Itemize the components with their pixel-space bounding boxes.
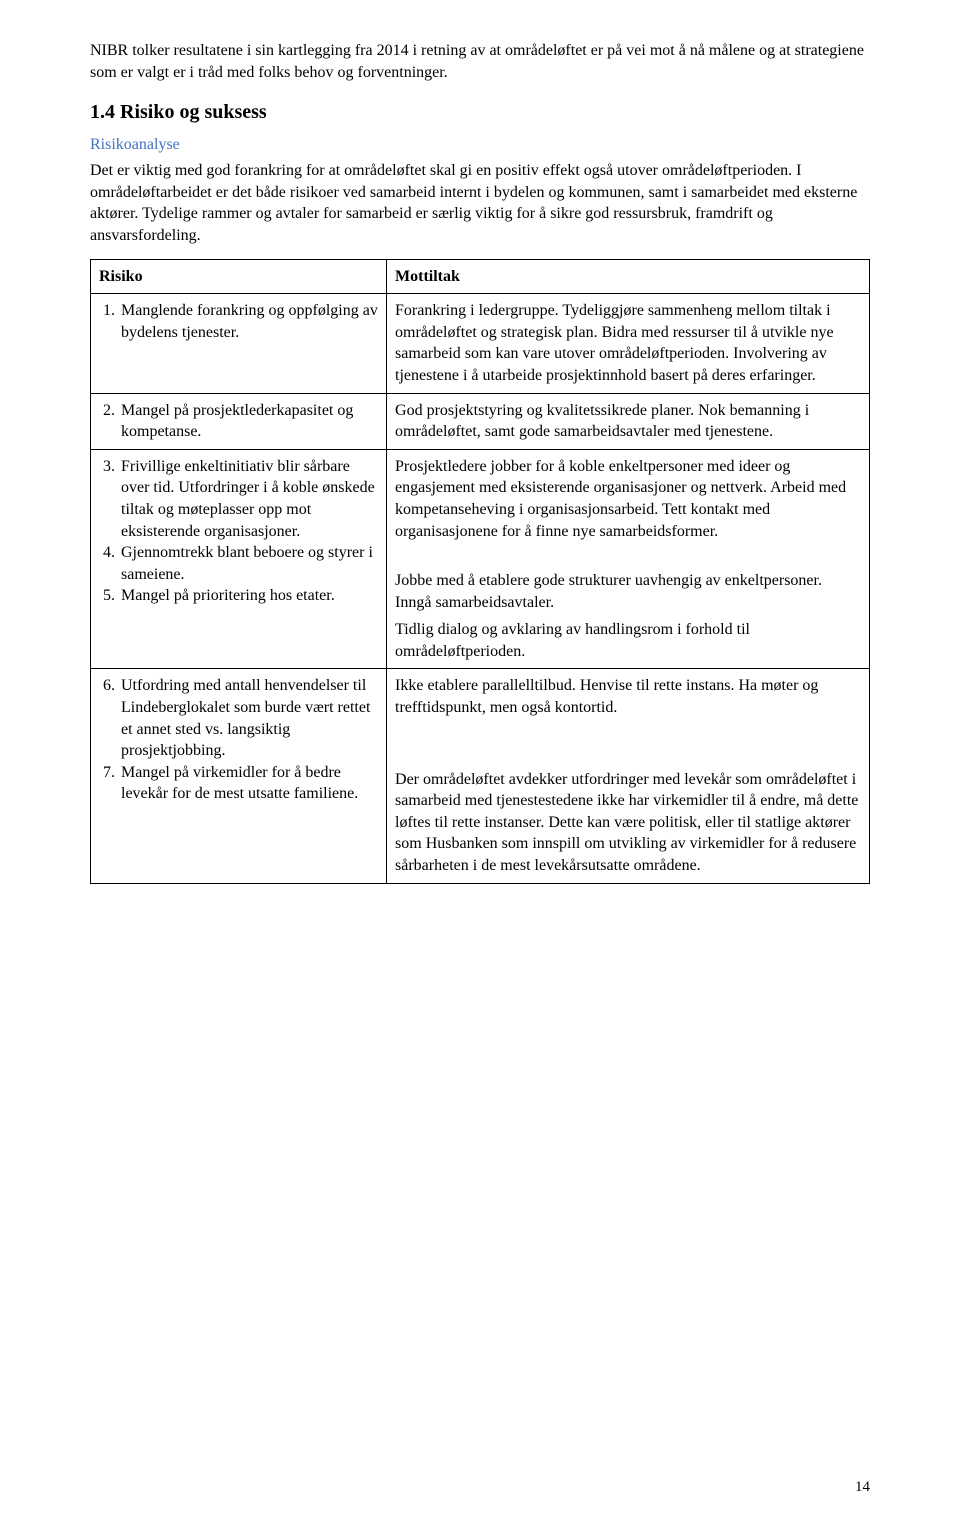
intro-paragraph: NIBR tolker resultatene i sin kartleggin… xyxy=(90,40,870,83)
measure-cell: Forankring i ledergruppe. Tydeliggjøre s… xyxy=(387,294,870,393)
measure-item: Ikke etablere parallelltilbud. Henvise t… xyxy=(395,675,861,718)
list-item: Gjennomtrekk blant beboere og styrer i s… xyxy=(119,542,378,585)
measure-cell: God prosjektstyring og kvalitetssikrede … xyxy=(387,393,870,449)
table-row: Frivillige enkeltinitiativ blir sårbare … xyxy=(91,449,870,669)
header-risk: Risiko xyxy=(91,259,387,294)
table-row: Mangel på prosjektlederkapasitet og komp… xyxy=(91,393,870,449)
list-item: Frivillige enkeltinitiativ blir sårbare … xyxy=(119,456,378,542)
list-item: Mangel på prosjektlederkapasitet og komp… xyxy=(119,400,378,443)
page-number: 14 xyxy=(855,1479,870,1496)
measure-item: Tidlig dialog og avklaring av handlingsr… xyxy=(395,619,861,662)
measure-item: Jobbe med å etablere gode strukturer uav… xyxy=(395,570,861,613)
measure-item: Prosjektledere jobber for å koble enkelt… xyxy=(395,456,861,542)
section-title: Risiko og suksess xyxy=(120,101,267,123)
measure-cell: Ikke etablere parallelltilbud. Henvise t… xyxy=(387,669,870,883)
risk-list: Mangel på prosjektlederkapasitet og komp… xyxy=(99,400,378,443)
table-row: Manglende forankring og oppfølging av by… xyxy=(91,294,870,393)
risk-table: Risiko Mottiltak Manglende forankring og… xyxy=(90,259,870,884)
section-number: 1.4 xyxy=(90,101,115,123)
risk-list: Utfordring med antall henvendelser til L… xyxy=(99,675,378,805)
list-item: Manglende forankring og oppfølging av by… xyxy=(119,300,378,343)
list-item: Utfordring med antall henvendelser til L… xyxy=(119,675,378,761)
list-item: Mangel på virkemidler for å bedre levekå… xyxy=(119,762,378,805)
risk-list: Manglende forankring og oppfølging av by… xyxy=(99,300,378,343)
section-heading: 1.4 Risiko og suksess xyxy=(90,101,870,124)
risk-cell: Mangel på prosjektlederkapasitet og komp… xyxy=(91,393,387,449)
analysis-paragraph: Det er viktig med god forankring for at … xyxy=(90,160,870,246)
subheading-risikoanalyse: Risikoanalyse xyxy=(90,136,870,154)
risk-list: Frivillige enkeltinitiativ blir sårbare … xyxy=(99,456,378,607)
table-header-row: Risiko Mottiltak xyxy=(91,259,870,294)
header-measure: Mottiltak xyxy=(387,259,870,294)
measure-cell: Prosjektledere jobber for å koble enkelt… xyxy=(387,449,870,669)
risk-cell: Manglende forankring og oppfølging av by… xyxy=(91,294,387,393)
measure-item: Der områdeløftet avdekker utfordringer m… xyxy=(395,769,861,877)
risk-cell: Utfordring med antall henvendelser til L… xyxy=(91,669,387,883)
table-row: Utfordring med antall henvendelser til L… xyxy=(91,669,870,883)
risk-cell: Frivillige enkeltinitiativ blir sårbare … xyxy=(91,449,387,669)
list-item: Mangel på prioritering hos etater. xyxy=(119,585,378,607)
document-page: NIBR tolker resultatene i sin kartleggin… xyxy=(0,0,960,1518)
